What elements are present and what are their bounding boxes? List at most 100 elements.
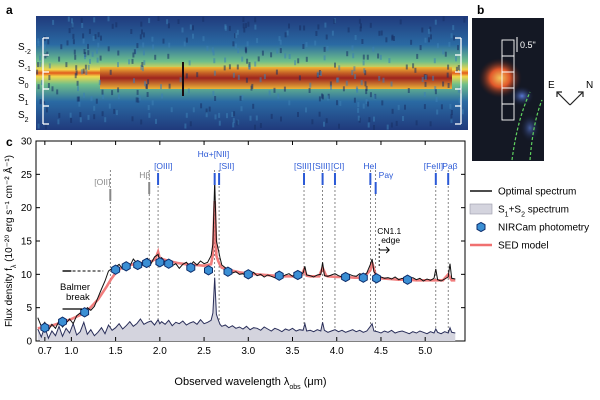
noise-pixel [66,40,69,46]
noise-pixel [434,19,437,25]
noise-pixel [37,38,40,44]
noise-pixel [457,87,460,93]
noise-pixel [270,52,273,58]
row-label-sub: -1 [25,66,31,73]
noise-pixel [339,100,342,106]
noise-pixel [302,44,305,49]
noise-pixel [91,51,94,57]
row-label-sub: 1 [25,100,29,107]
noise-pixel [237,48,240,54]
noise-pixel [359,26,362,32]
noise-pixel [457,65,460,70]
noise-pixel [58,56,61,62]
noise-pixel [45,107,48,113]
noise-pixel [51,86,54,92]
noise-pixel [309,82,312,88]
noise-pixel [368,117,371,123]
legend: Optimal spectrum S1+S2 spectrum NIRCam pho… [469,187,589,252]
noise-pixel [213,58,216,64]
noise-pixel [212,90,215,96]
noise-pixel [336,100,338,106]
noise-pixel [361,39,364,44]
noise-pixel [39,55,41,61]
noise-pixel [362,60,365,66]
photometry-point [121,261,131,272]
noise-pixel [152,44,155,50]
noise-pixel [133,49,136,55]
noise-pixel [142,50,145,56]
row-label-sub: 2 [25,117,29,124]
noise-pixel [252,103,255,109]
noise-pixel [449,103,452,109]
noise-pixel [457,45,459,51]
noise-pixel [380,30,383,36]
noise-pixel [251,83,254,89]
noise-pixel [455,66,458,72]
noise-pixel [423,92,426,97]
noise-pixel [47,39,50,45]
noise-pixel [243,27,246,33]
noise-pixel [254,24,257,30]
noise-pixel [76,80,79,86]
photometry-point [293,269,303,281]
noise-pixel [323,121,325,127]
noise-pixel [84,54,86,60]
noise-pixel [446,72,449,78]
noise-pixel [167,53,170,59]
noise-pixel [213,70,216,76]
noise-pixel [434,89,437,95]
noise-pixel [432,75,435,81]
noise-pixel [303,25,306,31]
photometry-point [358,272,368,283]
noise-pixel [131,58,134,64]
noise-pixel [395,120,398,126]
photometry-point [111,264,121,275]
legend-swatch-s1s2 [469,203,493,215]
noise-pixel [101,89,104,95]
noise-pixel [212,50,215,56]
noise-pixel [43,44,46,50]
noise-pixel [357,115,360,121]
noise-pixel [358,18,361,24]
noise-pixel [233,111,236,117]
noise-pixel [232,72,235,78]
noise-pixel [188,60,191,66]
noise-pixel [83,49,86,54]
noise-pixel [234,33,237,39]
noise-pixel [185,37,188,43]
noise-pixel [450,118,453,123]
noise-pixel [329,81,332,87]
noise-pixel [294,60,297,66]
photometry-point [80,307,90,318]
noise-pixel [235,33,238,39]
scale-label: 0.5" [520,40,536,50]
noise-pixel [393,36,395,41]
y-tick-label: 0 [26,337,32,348]
noise-pixel [160,84,162,90]
noise-pixel [211,47,214,53]
noise-pixel [442,49,445,55]
noise-pixel [235,43,237,49]
noise-pixel [351,45,354,51]
noise-pixel [60,44,63,50]
noise-pixel [88,28,91,34]
noise-pixel [386,124,389,130]
noise-pixel [263,74,266,80]
noise-pixel [314,40,317,46]
noise-pixel [365,89,368,95]
noise-pixel [455,56,457,62]
noise-pixel [77,96,80,102]
noise-pixel [365,85,368,91]
noise-pixel [89,58,91,64]
noise-pixel [317,24,320,30]
x-tick-label: 3.5 [286,346,300,357]
emission-line-label: [SII] [219,161,234,171]
noise-pixel [107,16,110,22]
noise-pixel [79,117,82,123]
noise-pixel [80,69,83,75]
noise-pixel [430,34,432,40]
row-label: S-1 [18,59,31,73]
noise-pixel [447,83,450,88]
noise-pixel [232,122,235,128]
noise-pixel [111,90,114,96]
